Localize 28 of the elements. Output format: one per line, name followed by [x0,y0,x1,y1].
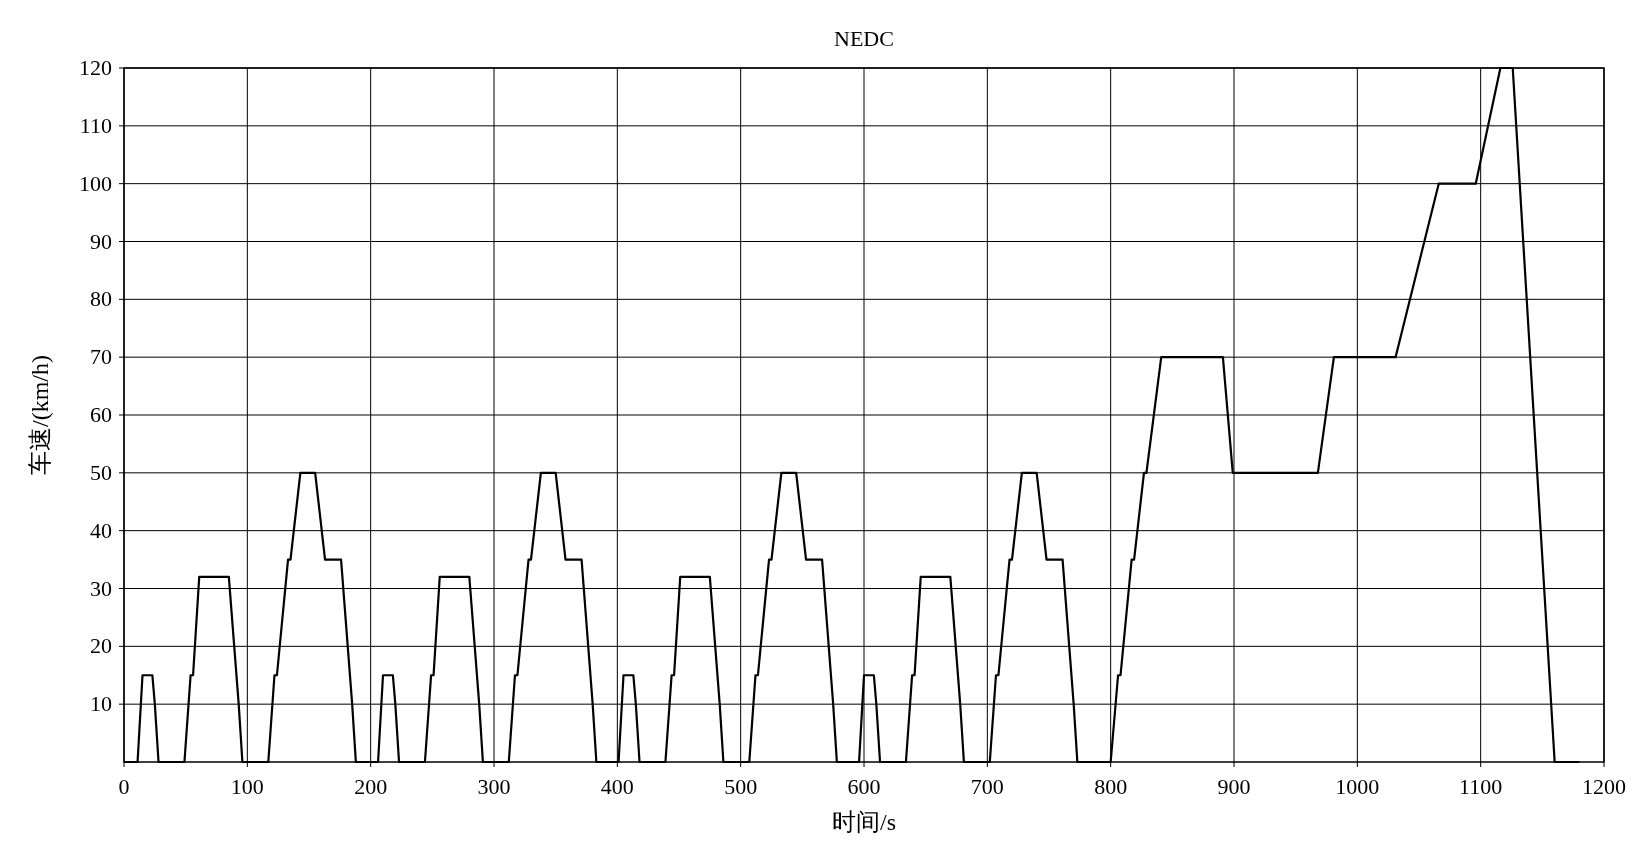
x-tick-label: 600 [847,774,881,799]
y-tick-label: 120 [79,55,112,80]
x-tick-label: 700 [970,774,1004,799]
x-tick-label: 400 [600,774,634,799]
y-tick-label: 90 [90,228,112,254]
x-tick-label: 100 [230,774,264,799]
x-tick-label: 300 [477,774,511,799]
x-tick-label: 1100 [1459,774,1503,799]
y-tick-label: 100 [79,170,112,196]
y-axis-title: 车速/(km/h) [27,355,53,475]
y-tick-label: 50 [90,459,112,485]
x-tick-label: 800 [1094,774,1128,799]
x-tick-label: 500 [724,774,758,799]
y-tick-label: 60 [90,402,112,427]
x-axis-title: 时间/s [831,809,897,835]
x-tick-label: 0 [118,774,130,799]
y-tick-label: 40 [90,517,112,543]
x-tick-label: 900 [1217,774,1251,799]
x-tick-label: 1200 [1582,774,1626,799]
y-tick-label: 70 [90,344,112,370]
y-tick-label: 10 [90,691,112,717]
y-tick-label: 80 [90,286,112,312]
chart-title: NEDC [834,26,894,51]
x-tick-label: 200 [354,774,388,799]
y-tick-label: 30 [90,575,112,601]
x-tick-label: 1000 [1335,774,1380,799]
y-tick-label: 110 [79,112,112,138]
y-tick-label: 20 [90,633,112,659]
